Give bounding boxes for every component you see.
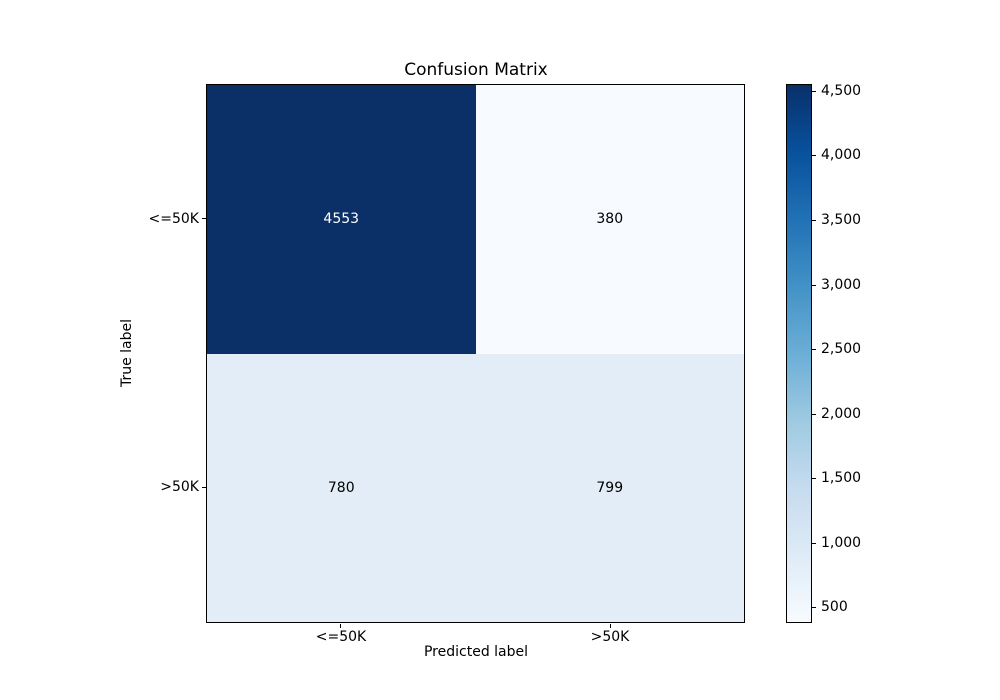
colorbar-tick-label-6: 1,500 [821,470,862,486]
colorbar-tick-mark-0 [812,91,816,92]
colorbar-tick-label-0: 4,500 [821,83,862,99]
colorbar-tick-label-1: 4,000 [821,147,862,163]
x-tick-mark-0 [340,624,341,628]
cell-value-r1c0: 780 [327,479,355,496]
colorbar-tick-label-5: 2,000 [821,406,862,422]
colorbar-tick-mark-8 [812,607,816,608]
heatmap-cell-r1c0: 780 [207,353,476,622]
colorbar-tick-label-2: 3,500 [821,212,862,228]
cell-value-r0c1: 380 [596,211,624,228]
x-tick-mark-1 [610,624,611,628]
heatmap-cell-r0c1: 380 [475,85,744,354]
colorbar-tick-mark-2 [812,220,816,221]
cell-value-r0c0: 4553 [323,211,360,228]
x-tick-label-0: <=50K [315,629,367,645]
y-tick-mark-0 [202,218,206,219]
heatmap-cell-r1c1: 799 [475,353,744,622]
colorbar-tick-mark-6 [812,478,816,479]
y-tick-mark-1 [202,487,206,488]
cell-value-r1c1: 799 [596,479,624,496]
colorbar-tick-label-8: 500 [821,599,848,615]
heatmap-cell-r0c0: 4553 [207,85,476,354]
y-axis-label: True label [119,318,135,388]
x-axis-label: Predicted label [423,644,529,660]
colorbar-tick-label-3: 3,000 [821,277,862,293]
heatmap-plot-area: 4553 380 780 799 [206,84,745,623]
colorbar-tick-mark-5 [812,414,816,415]
x-tick-label-1: >50K [590,629,630,645]
colorbar-tick-mark-7 [812,543,816,544]
y-tick-label-1: >50K [160,479,199,495]
colorbar-gradient [786,84,812,623]
colorbar-tick-label-4: 2,500 [821,341,862,357]
colorbar-tick-mark-1 [812,155,816,156]
colorbar-tick-label-7: 1,000 [821,535,862,551]
chart-title: Confusion Matrix [404,60,548,80]
colorbar-tick-mark-4 [812,349,816,350]
y-tick-label-0: <=50K [148,211,199,227]
colorbar-tick-mark-3 [812,285,816,286]
